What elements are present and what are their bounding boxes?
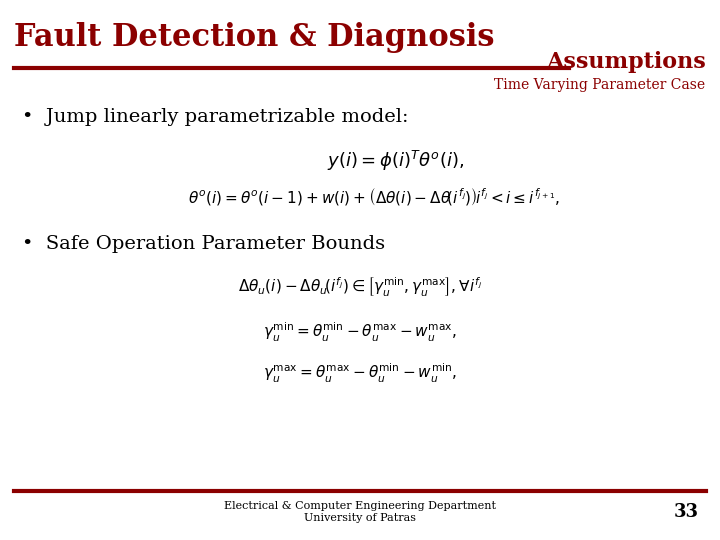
Text: Fault Detection & Diagnosis: Fault Detection & Diagnosis [14, 22, 495, 52]
Text: $\gamma_u^{\min} = \theta_u^{\min} - \theta_u^{\max} - w_u^{\max},$: $\gamma_u^{\min} = \theta_u^{\min} - \th… [263, 321, 457, 345]
Text: Time Varying Parameter Case: Time Varying Parameter Case [495, 78, 706, 92]
Text: Assumptions: Assumptions [546, 51, 706, 73]
Text: $\gamma_u^{\max} = \theta_u^{\max} - \theta_u^{\min} - w_u^{\min},$: $\gamma_u^{\max} = \theta_u^{\max} - \th… [263, 362, 457, 385]
Text: 33: 33 [673, 503, 698, 521]
Text: $\Delta\theta_u(i) - \Delta\theta_u\!\left(i^{f_j}\right) \in \left[\gamma_u^{\m: $\Delta\theta_u(i) - \Delta\theta_u\!\le… [238, 275, 482, 299]
Text: $\theta^o(i) = \theta^o(i-1) + w(i) + \left(\Delta\theta(i) - \Delta\theta\!\lef: $\theta^o(i) = \theta^o(i-1) + w(i) + \l… [189, 186, 560, 207]
Text: •  Jump linearly parametrizable model:: • Jump linearly parametrizable model: [22, 108, 408, 126]
Text: Electrical & Computer Engineering Department
University of Patras: Electrical & Computer Engineering Depart… [224, 501, 496, 523]
Text: $y(i) = \phi(i)^T \theta^o(i),$: $y(i) = \phi(i)^T \theta^o(i),$ [328, 148, 464, 173]
Text: •  Safe Operation Parameter Bounds: • Safe Operation Parameter Bounds [22, 235, 384, 253]
